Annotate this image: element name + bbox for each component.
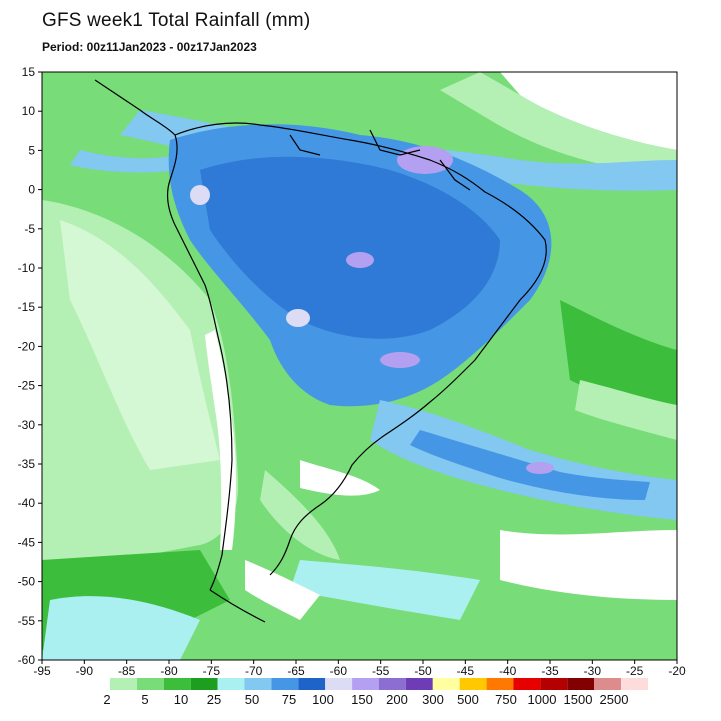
map-title: GFS week1 Total Rainfall (mm) xyxy=(42,10,311,31)
lon-tick-label: -40 xyxy=(499,664,517,678)
lat-tick-label: 0 xyxy=(28,183,35,197)
legend-swatch xyxy=(110,678,137,690)
lat-tick-label: -55 xyxy=(18,614,36,628)
lat-tick-label: -15 xyxy=(18,300,36,314)
legend-label: 5 xyxy=(141,692,148,707)
legend-swatch xyxy=(244,678,272,690)
legend-label: 75 xyxy=(282,692,296,707)
lat-tick-label: -50 xyxy=(18,575,36,589)
lon-tick-label: -85 xyxy=(118,664,136,678)
legend-label: 50 xyxy=(245,692,259,707)
legend-swatch xyxy=(567,678,595,690)
lat-tick-label: -35 xyxy=(18,457,36,471)
lat-tick-label: -60 xyxy=(18,653,36,667)
legend-swatch xyxy=(136,678,164,690)
lat-tick-label: -40 xyxy=(18,496,36,510)
legend-label: 100 xyxy=(312,692,334,707)
legend-swatch xyxy=(298,678,326,690)
legend-swatch xyxy=(486,678,514,690)
lon-tick-label: -90 xyxy=(76,664,94,678)
legend-swatch xyxy=(325,678,353,690)
lat-tick-label: -10 xyxy=(18,261,36,275)
lon-tick-label: -45 xyxy=(457,664,475,678)
plot-frame xyxy=(41,71,678,661)
legend-label: 25 xyxy=(207,692,221,707)
legend-swatch xyxy=(352,678,379,690)
lat-tick-label: -20 xyxy=(18,339,36,353)
lon-tick-label: -20 xyxy=(668,664,686,678)
rainfall-field xyxy=(42,72,677,660)
lon-tick-label: -70 xyxy=(245,664,263,678)
coastlines xyxy=(94,79,547,623)
legend-label: 300 xyxy=(422,692,444,707)
period-label: Period: 00z11Jan2023 - 00z17Jan2023 xyxy=(42,40,257,54)
lon-tick-label: -50 xyxy=(414,664,432,678)
lat-tick-label: 15 xyxy=(22,65,36,79)
legend-label: 2 xyxy=(103,692,110,707)
lat-tick-label: 10 xyxy=(22,104,36,118)
lon-tick-label: -55 xyxy=(372,664,390,678)
legend-swatch xyxy=(190,678,218,690)
lat-tick-label: -5 xyxy=(24,222,35,236)
lon-tick-label: -65 xyxy=(287,664,305,678)
legend-swatch xyxy=(513,678,541,690)
legend-swatch xyxy=(621,678,648,690)
legend-swatch xyxy=(540,678,568,690)
legend-swatch xyxy=(217,678,245,690)
lat-tick-label: 5 xyxy=(28,143,35,157)
lat-tick-label: -30 xyxy=(18,418,36,432)
legend-swatch xyxy=(379,678,406,690)
legend-swatch xyxy=(459,678,487,690)
lat-tick-label: -45 xyxy=(18,535,36,549)
legend-swatch xyxy=(405,678,433,690)
legend-label: 500 xyxy=(457,692,479,707)
lat-tick-label: -25 xyxy=(18,379,36,393)
legend-swatch xyxy=(163,678,191,690)
legend-label: 750 xyxy=(495,692,517,707)
legend-label: 2500 xyxy=(600,692,629,707)
legend-label: 200 xyxy=(386,692,408,707)
color-legend: 2 5 10 25 50 75 100 150 200 300 500 750 1000 1500 2500 xyxy=(103,678,648,707)
legend-label: 1000 xyxy=(528,692,557,707)
lon-tick-label: -80 xyxy=(160,664,178,678)
legend-swatch xyxy=(271,678,299,690)
lon-tick-label: -75 xyxy=(203,664,221,678)
lon-tick-label: -95 xyxy=(33,664,51,678)
legend-label: 1500 xyxy=(564,692,593,707)
legend-swatch xyxy=(432,678,460,690)
longitude-axis: -95 -90 -85 -80 -75 -70 -65 -60 -55 -50 -45 -40 -35 -… xyxy=(33,660,686,678)
lon-tick-label: -30 xyxy=(584,664,602,678)
legend-swatch xyxy=(594,678,622,690)
lon-tick-label: -25 xyxy=(626,664,644,678)
legend-label: 10 xyxy=(174,692,188,707)
lon-tick-label: -35 xyxy=(541,664,559,678)
latitude-axis: 15 10 5 0 -5 -10 -15 -20 -25 -30 -35 -40 -45 -50 -55 -6… xyxy=(18,65,42,667)
lon-tick-label: -60 xyxy=(330,664,348,678)
legend-label: 150 xyxy=(351,692,373,707)
